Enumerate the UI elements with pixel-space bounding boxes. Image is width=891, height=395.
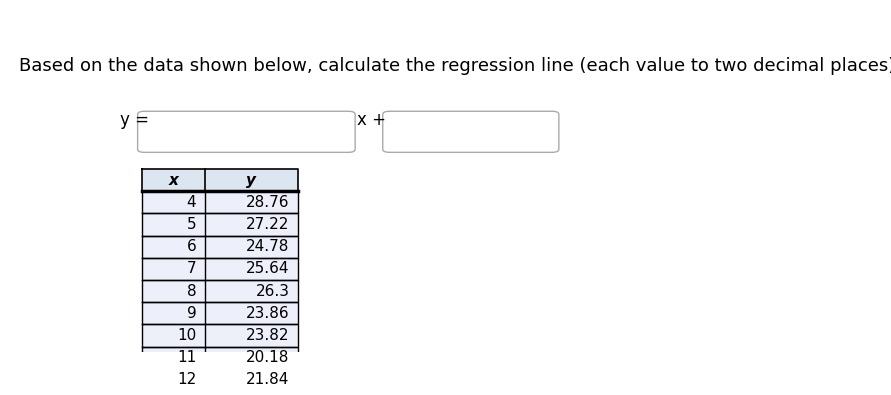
FancyBboxPatch shape [143,302,298,324]
Text: Based on the data shown below, calculate the regression line (each value to two : Based on the data shown below, calculate… [19,56,891,75]
FancyBboxPatch shape [143,236,298,258]
Text: 8: 8 [187,284,196,299]
Text: 21.84: 21.84 [246,372,290,387]
FancyBboxPatch shape [143,258,298,280]
FancyBboxPatch shape [383,111,559,152]
Text: 27.22: 27.22 [246,217,290,232]
Text: 10: 10 [177,328,196,343]
Text: 5: 5 [187,217,196,232]
Text: 6: 6 [186,239,196,254]
Text: 9: 9 [186,306,196,321]
Text: 28.76: 28.76 [246,195,290,210]
Text: 20.18: 20.18 [246,350,290,365]
Text: y: y [246,173,257,188]
FancyBboxPatch shape [143,369,298,391]
Text: 7: 7 [187,261,196,276]
FancyBboxPatch shape [143,347,298,369]
FancyBboxPatch shape [143,213,298,236]
Text: 25.64: 25.64 [246,261,290,276]
FancyBboxPatch shape [143,391,298,395]
Text: 23.86: 23.86 [246,306,290,321]
Text: 23.82: 23.82 [246,328,290,343]
Text: x +: x + [356,111,386,130]
Text: y =: y = [119,111,149,130]
Text: x: x [168,173,178,188]
Text: 26.3: 26.3 [256,284,290,299]
FancyBboxPatch shape [137,111,356,152]
Text: 24.78: 24.78 [246,239,290,254]
FancyBboxPatch shape [143,324,298,347]
FancyBboxPatch shape [143,191,298,213]
Text: 12: 12 [177,372,196,387]
FancyBboxPatch shape [143,280,298,302]
FancyBboxPatch shape [143,169,298,191]
Text: 11: 11 [177,350,196,365]
Text: 4: 4 [187,195,196,210]
